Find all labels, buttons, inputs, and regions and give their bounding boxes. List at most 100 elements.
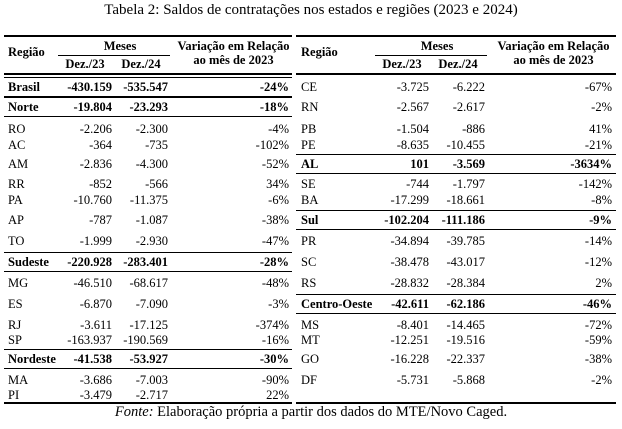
left-row-dez23: -2.836 bbox=[79, 157, 112, 171]
right-row-dez23: -5.731 bbox=[396, 373, 429, 387]
right-row-variacao: -3634% bbox=[570, 157, 612, 171]
left-row-dez23: -6.870 bbox=[79, 297, 112, 311]
left-row-name: PI bbox=[8, 388, 20, 402]
right-row-dez23: -744 bbox=[406, 177, 429, 191]
right-row-dez24: -43.017 bbox=[446, 255, 485, 269]
right-row-variacao: -46% bbox=[582, 297, 612, 311]
right-rule-region-top bbox=[296, 294, 616, 295]
right-row-dez24: -886 bbox=[462, 122, 485, 136]
right-rule-header bbox=[296, 73, 616, 75]
left-row-variacao: -47% bbox=[261, 234, 289, 248]
right-row-dez24: -28.384 bbox=[446, 276, 485, 290]
right-row-name: AL bbox=[301, 157, 319, 171]
right-row-variacao: -67% bbox=[584, 80, 612, 94]
right-row-dez23: -42.611 bbox=[391, 297, 429, 311]
left-rule-meses bbox=[58, 55, 170, 56]
left-row-dez24: -68.617 bbox=[129, 276, 168, 290]
right-row-variacao: -2% bbox=[591, 100, 612, 114]
left-rule-region-top bbox=[4, 77, 292, 78]
left-rule-header bbox=[4, 73, 292, 75]
left-header-dez24: Dez./24 bbox=[121, 57, 161, 71]
left-header-regiao: Região bbox=[8, 45, 45, 59]
left-row-dez23: -1.999 bbox=[79, 234, 112, 248]
right-row-variacao: -59% bbox=[584, 333, 612, 347]
right-row-dez24: -18.661 bbox=[446, 193, 485, 207]
right-row-name: PE bbox=[301, 138, 316, 152]
left-row-dez24: -11.375 bbox=[129, 193, 168, 207]
left-row-dez23: -3.479 bbox=[79, 388, 112, 402]
right-row-dez23: -12.251 bbox=[390, 333, 429, 347]
right-row-variacao: -8% bbox=[591, 193, 612, 207]
left-row-variacao: 22% bbox=[266, 388, 289, 402]
right-header-dez24: Dez./24 bbox=[438, 57, 478, 71]
left-row-dez23: -46.510 bbox=[73, 276, 112, 290]
left-row-dez24: -535.547 bbox=[123, 80, 168, 94]
left-row-name: RR bbox=[8, 177, 25, 191]
right-row-dez23: -3.725 bbox=[396, 80, 429, 94]
right-row-variacao: -142% bbox=[578, 177, 612, 191]
right-row-name: BA bbox=[301, 193, 319, 207]
right-row-dez23: -102.204 bbox=[384, 213, 429, 227]
right-row-dez24: -39.785 bbox=[446, 234, 485, 248]
right-row-variacao: -38% bbox=[584, 352, 612, 366]
right-rule-region-bottom bbox=[296, 313, 616, 314]
right-row-dez24: -19.516 bbox=[446, 333, 485, 347]
left-row-variacao: -374% bbox=[255, 318, 289, 332]
right-rule-region-bottom bbox=[296, 229, 616, 230]
right-rule-region-top bbox=[296, 154, 616, 155]
right-row-dez24: -14.465 bbox=[446, 318, 485, 332]
left-row-variacao: -28% bbox=[259, 255, 289, 269]
right-row-dez23: -2.567 bbox=[396, 100, 429, 114]
left-row-name: RO bbox=[8, 122, 26, 136]
left-row-variacao: -30% bbox=[259, 352, 289, 366]
right-row-dez24: -10.455 bbox=[446, 138, 485, 152]
right-header-variacao-l1: Variação em Relação bbox=[497, 39, 610, 53]
left-row-variacao: -48% bbox=[261, 276, 289, 290]
left-rule-region-bottom bbox=[4, 368, 292, 369]
left-row-dez24: -53.927 bbox=[129, 352, 168, 366]
right-row-dez23: -34.894 bbox=[390, 234, 429, 248]
left-row-variacao: -52% bbox=[261, 157, 289, 171]
left-rule-bottom bbox=[4, 402, 292, 404]
left-row-dez23: -3.686 bbox=[79, 373, 112, 387]
right-row-variacao: -72% bbox=[584, 318, 612, 332]
left-row-name: Norte bbox=[8, 100, 39, 114]
right-row-dez24: -22.337 bbox=[446, 352, 485, 366]
left-row-dez23: -852 bbox=[89, 177, 112, 191]
left-header-variacao-l2: ao mês de 2023 bbox=[193, 53, 274, 67]
left-row-variacao: -24% bbox=[259, 80, 289, 94]
left-row-name: AP bbox=[8, 213, 24, 227]
left-row-name: Brasil bbox=[8, 80, 40, 94]
right-row-dez24: -3.569 bbox=[452, 157, 485, 171]
right-row-variacao: 41% bbox=[589, 122, 612, 136]
left-row-name: Sudeste bbox=[8, 255, 49, 269]
left-row-dez24: -2.300 bbox=[135, 122, 168, 136]
right-row-variacao: -14% bbox=[584, 234, 612, 248]
right-row-name: PR bbox=[301, 234, 317, 248]
right-row-dez23: -38.478 bbox=[390, 255, 429, 269]
right-row-name: Centro-Oeste bbox=[301, 297, 373, 311]
right-header-dez23: Dez./23 bbox=[382, 57, 422, 71]
left-row-name: ES bbox=[8, 297, 23, 311]
right-row-name: Sul bbox=[301, 213, 319, 227]
right-header-variacao-l2: ao mês de 2023 bbox=[513, 53, 594, 67]
right-row-dez23: -28.832 bbox=[390, 276, 429, 290]
left-row-dez24: -4.300 bbox=[135, 157, 168, 171]
left-rule-region-top bbox=[4, 97, 292, 98]
left-rule-region-top bbox=[4, 252, 292, 253]
left-row-dez24: -566 bbox=[145, 177, 168, 191]
right-row-name: DF bbox=[301, 373, 317, 387]
left-row-dez23: -163.937 bbox=[67, 333, 112, 347]
left-row-dez23: -364 bbox=[89, 138, 112, 152]
left-rule-region-bottom bbox=[4, 116, 292, 117]
left-header-dez23: Dez./23 bbox=[65, 57, 105, 71]
left-row-variacao: -16% bbox=[261, 333, 289, 347]
source-note: Fonte: Elaboração própria a partir dos d… bbox=[0, 404, 622, 421]
left-rule-top bbox=[4, 35, 292, 37]
right-row-dez23: -16.228 bbox=[390, 352, 429, 366]
right-row-variacao: -9% bbox=[589, 213, 612, 227]
right-row-dez24: -6.222 bbox=[452, 80, 485, 94]
left-row-name: AM bbox=[8, 157, 29, 171]
left-row-dez24: -735 bbox=[145, 138, 168, 152]
left-row-name: Nordeste bbox=[8, 352, 56, 366]
